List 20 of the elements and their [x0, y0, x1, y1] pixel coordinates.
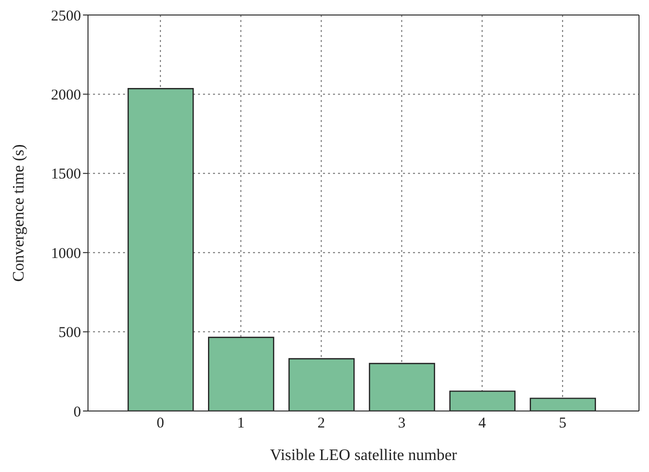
- y-tick-label: 2500: [51, 8, 81, 24]
- x-tick-label: 1: [237, 416, 245, 432]
- x-tick-label: 5: [558, 416, 566, 432]
- bar: [128, 88, 194, 411]
- bar: [368, 362, 436, 411]
- y-tick-label: 500: [58, 325, 81, 342]
- bar: [208, 336, 274, 411]
- y-axis-title: Convergence time (s): [10, 144, 28, 282]
- y-tick-label: 1500: [51, 166, 81, 183]
- bar: [288, 358, 355, 411]
- y-tick-label: 2000: [51, 88, 81, 104]
- bar: [530, 398, 596, 411]
- x-axis-title: Visible LEO satellite number: [270, 447, 458, 464]
- bar: [449, 390, 516, 411]
- y-tick-label: 1000: [51, 246, 81, 262]
- x-tick-label: 0: [156, 416, 164, 432]
- y-tick-label: 0: [74, 404, 81, 420]
- x-tick-label: 2: [318, 416, 326, 432]
- x-tick-label: 3: [398, 416, 406, 432]
- x-tick-label: 4: [478, 416, 486, 432]
